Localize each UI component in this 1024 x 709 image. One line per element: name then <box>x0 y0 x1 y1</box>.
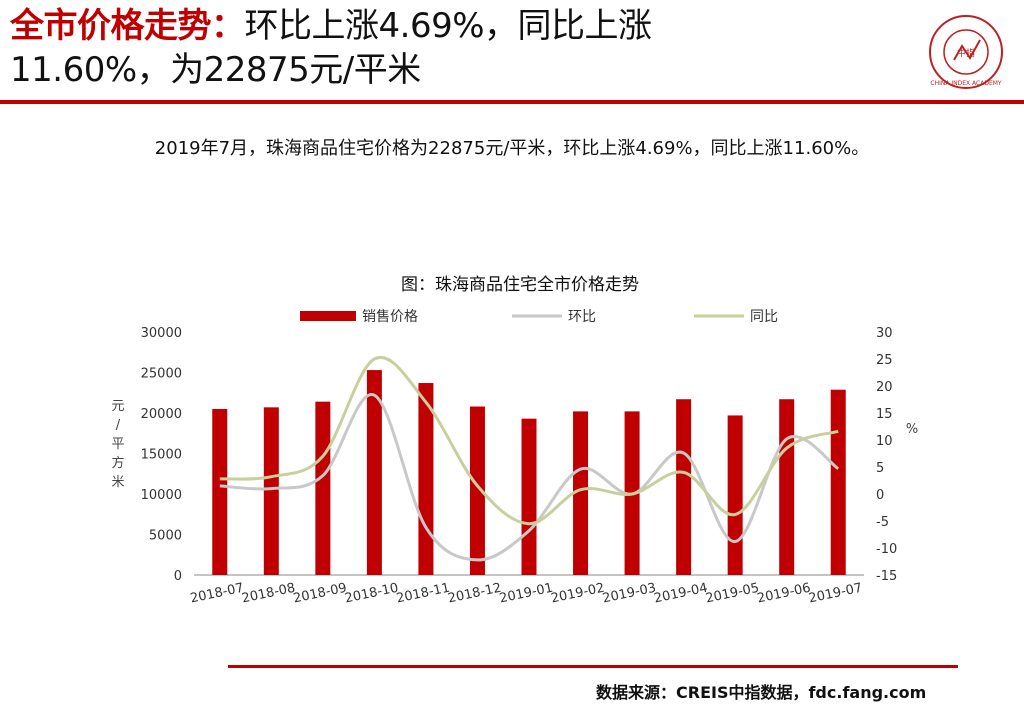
logo-ring-text: CHINA INDEX ACADEMY <box>930 80 1002 87</box>
right-tick-label: 15 <box>876 407 893 422</box>
data-source: 数据来源：CREIS中指数据，fdc.fang.com <box>596 683 927 702</box>
left-axis-label-char: 元 <box>111 399 124 414</box>
yoy-line <box>219 355 839 526</box>
left-tick-label: 0 <box>174 569 182 584</box>
line-series <box>219 355 840 562</box>
x-tick-label: 2018-07 <box>189 581 245 607</box>
left-axis: 0 5000 10000 15000 20000 25000 30000 <box>141 326 182 584</box>
logo-arrow <box>953 39 981 61</box>
price-bar <box>573 411 589 575</box>
right-tick-label: 25 <box>876 353 893 368</box>
price-bar <box>263 407 279 575</box>
left-axis-label: 元 / 平方米 <box>111 399 124 490</box>
right-tick-label: -10 <box>876 542 897 557</box>
bar-series <box>212 370 846 575</box>
logo-inner-ring <box>943 29 989 75</box>
title-divider <box>0 100 1024 104</box>
left-axis-label-char: / <box>116 418 121 433</box>
right-tick-label: -5 <box>876 515 889 530</box>
price-bar <box>521 418 537 575</box>
left-tick-label: 5000 <box>149 529 182 544</box>
price-bar <box>212 408 228 575</box>
right-tick-label: 0 <box>876 488 884 503</box>
price-bar <box>830 389 846 575</box>
right-tick-label: 30 <box>876 326 893 341</box>
left-tick-label: 30000 <box>141 326 182 341</box>
left-tick-label: 15000 <box>141 448 182 463</box>
title-lead: 全市价格走势： <box>10 6 245 46</box>
x-axis: 2018-072018-082018-092018-102018-112018-… <box>189 581 864 607</box>
right-axis: -15 -10 -5 0 5 10 15 20 25 30 <box>876 326 897 584</box>
price-bar <box>727 415 743 575</box>
x-tick-label: 2019-04 <box>653 581 709 607</box>
left-axis-label-char: 米 <box>111 475 124 490</box>
left-axis-label-char: 方 <box>111 455 124 471</box>
price-bar <box>779 399 795 575</box>
x-tick-label: 2018-09 <box>292 581 348 607</box>
mom-line <box>219 393 840 562</box>
title-rest-line2: 11.60%，为22875元/平米 <box>10 50 421 90</box>
price-bar <box>676 399 692 575</box>
x-tick-label: 2018-08 <box>240 581 296 607</box>
x-tick-label: 2018-10 <box>344 581 400 607</box>
china-index-academy-logo: 中指 CHINA INDEX ACADEMY <box>929 15 1003 89</box>
x-tick-label: 2019-07 <box>807 581 863 607</box>
x-tick-label: 2019-05 <box>704 581 760 607</box>
right-tick-label: 20 <box>876 380 893 395</box>
price-bar <box>418 383 434 575</box>
right-axis-label: % <box>906 422 918 437</box>
legend-label-mom: 环比 <box>568 309 596 325</box>
left-tick-label: 20000 <box>141 407 182 422</box>
logo-text: 中指 <box>957 47 975 59</box>
x-tick-label: 2019-02 <box>550 581 606 607</box>
footer-divider <box>228 665 958 668</box>
right-tick-label: 5 <box>876 461 884 476</box>
right-tick-label: 10 <box>876 434 893 449</box>
summary-text: 2019年7月，珠海商品住宅价格为22875元/平米，环比上涨4.69%，同比上… <box>154 138 870 159</box>
price-trend-chart: 销售价格 环比 同比 05000100001500020000250003000… <box>111 309 918 607</box>
legend-label-price: 销售价格 <box>362 309 418 325</box>
logo-outer-ring <box>929 15 1003 89</box>
right-tick-label: -15 <box>876 569 897 584</box>
price-bar <box>366 370 382 575</box>
x-tick-label: 2018-11 <box>395 581 451 607</box>
legend-swatch-price <box>300 311 356 321</box>
page-title: 全市价格走势：环比上涨4.69%，同比上涨 11.60%，为22875元/平米 <box>10 4 910 92</box>
title-line-1: 全市价格走势：环比上涨4.69%，同比上涨 <box>10 4 910 48</box>
price-bar <box>469 406 485 575</box>
price-bar <box>315 401 331 575</box>
chart-title: 图：珠海商品住宅全市价格走势 <box>401 275 639 295</box>
legend-label-yoy: 同比 <box>750 309 778 325</box>
x-tick-label: 2019-06 <box>756 581 812 607</box>
left-axis-label-char: 平 <box>111 437 124 452</box>
x-tick-label: 2018-12 <box>447 581 503 607</box>
left-tick-label: 10000 <box>141 488 182 503</box>
x-tick-label: 2019-01 <box>498 581 554 607</box>
title-rest-line1: 环比上涨4.69%，同比上涨 <box>244 6 653 46</box>
x-tick-label: 2019-03 <box>601 581 657 607</box>
chart-legend: 销售价格 环比 同比 <box>300 309 778 325</box>
left-tick-label: 25000 <box>141 367 182 382</box>
